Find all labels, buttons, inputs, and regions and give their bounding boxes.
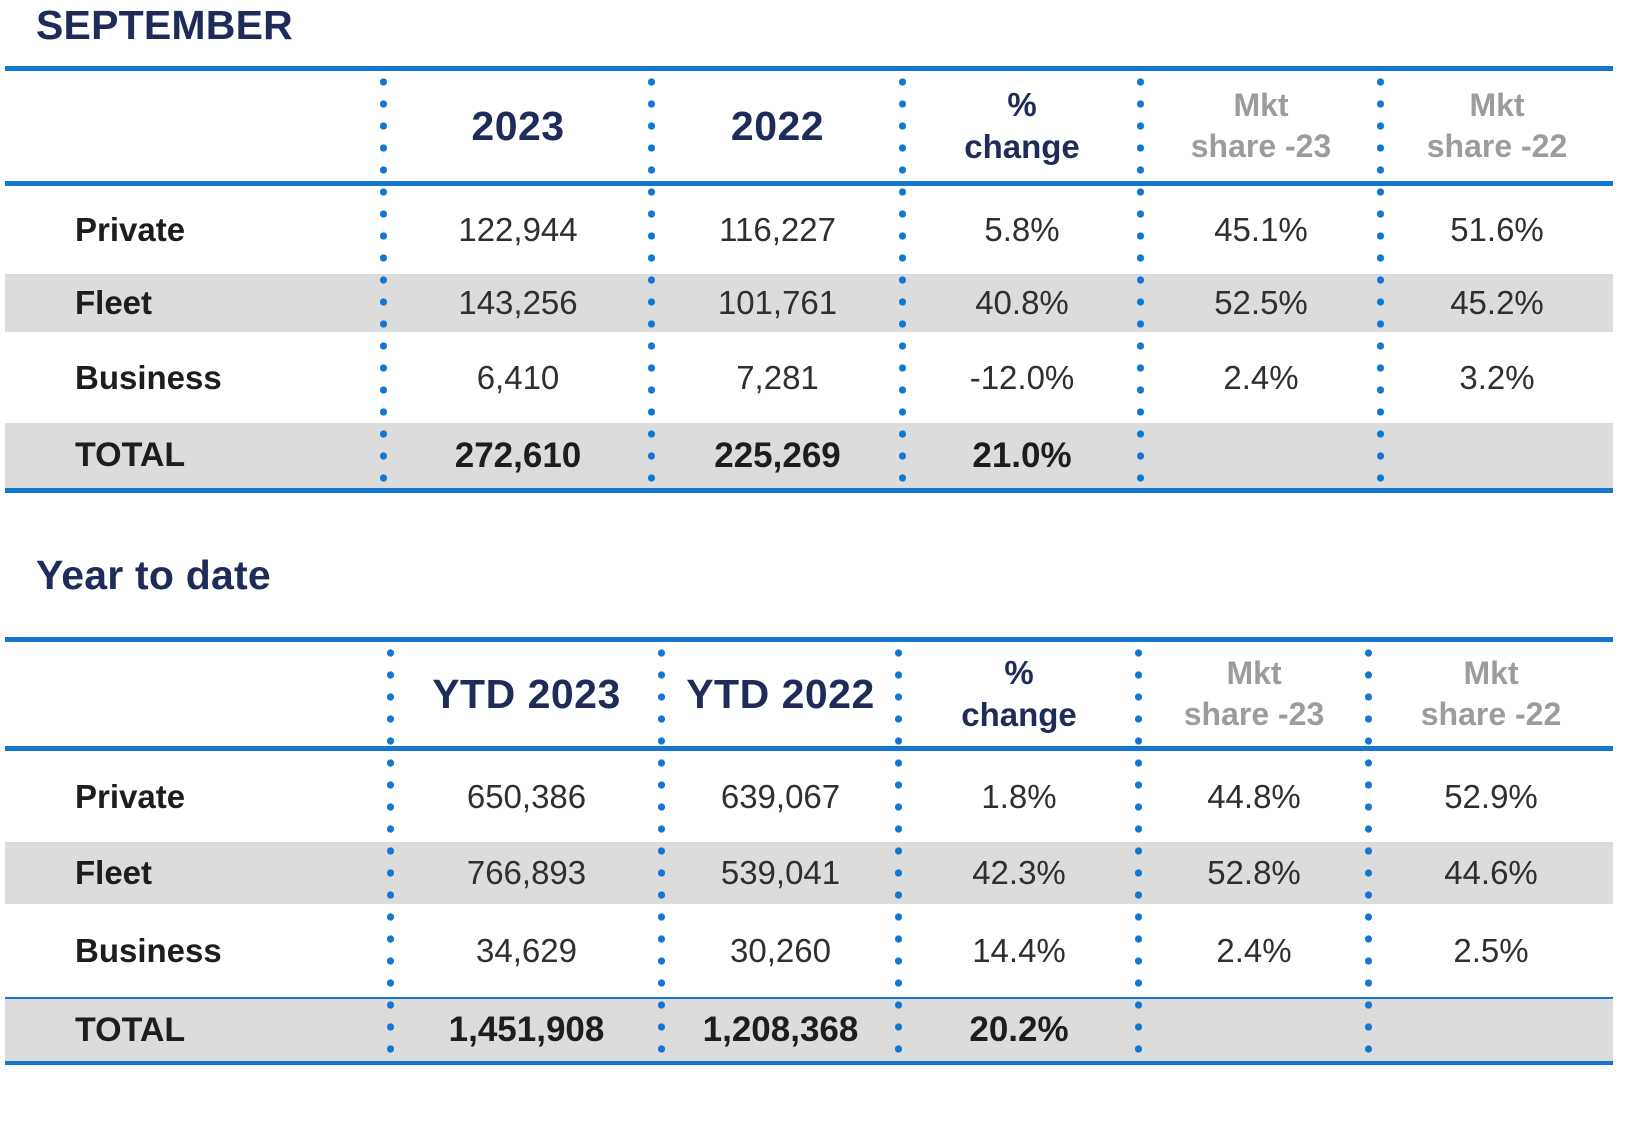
table-top-rule bbox=[5, 66, 1613, 71]
value-ytd-2023: 1,451,908 bbox=[448, 1010, 605, 1049]
value-percent-change: 42.3% bbox=[972, 854, 1066, 891]
value-mkt-share-22: 51.6% bbox=[1450, 211, 1544, 248]
row-label: TOTAL bbox=[75, 1010, 186, 1049]
value-mkt-share-23: 44.8% bbox=[1207, 777, 1301, 815]
value-2023: 122,944 bbox=[458, 211, 578, 248]
header-cell-percent-change: % change bbox=[903, 84, 1141, 168]
table-bottom-rule bbox=[5, 488, 1613, 493]
header-cell-2022: 2022 bbox=[730, 102, 825, 149]
ytd-table-header-row: YTD 2023 YTD 2022 % change Mkt share -23… bbox=[5, 642, 1613, 746]
value-mkt-share-23: 2.4% bbox=[1216, 931, 1292, 969]
header-line: % bbox=[1007, 85, 1037, 123]
value-mkt-share-22: 52.9% bbox=[1444, 777, 1538, 815]
header-cell-ytd-2023: YTD 2023 bbox=[432, 670, 621, 717]
value-2022: 116,227 bbox=[719, 211, 836, 248]
row-label: Fleet bbox=[75, 284, 153, 321]
value-percent-change: 40.8% bbox=[975, 284, 1069, 321]
header-line: Mkt bbox=[1226, 655, 1282, 692]
value-percent-change: 1.8% bbox=[981, 777, 1057, 815]
value-percent-change: 21.0% bbox=[972, 435, 1072, 475]
value-mkt-share-23: 52.5% bbox=[1214, 284, 1308, 321]
row-label: Business bbox=[75, 931, 222, 969]
value-2022: 225,269 bbox=[714, 435, 841, 475]
value-2023: 6,410 bbox=[476, 358, 560, 396]
value-ytd-2022: 1,208,368 bbox=[702, 1010, 859, 1049]
header-cell-mkt-share-22: Mkt share -22 bbox=[1381, 85, 1613, 167]
header-cell-mkt-share-23: Mkt share -23 bbox=[1139, 653, 1369, 735]
value-percent-change: 14.4% bbox=[972, 931, 1066, 969]
header-cell-mkt-share-23: Mkt share -23 bbox=[1141, 85, 1381, 167]
row-label: Private bbox=[75, 211, 186, 248]
row-label: Fleet bbox=[75, 854, 153, 891]
header-line: Mkt bbox=[1463, 655, 1519, 692]
value-percent-change: -12.0% bbox=[969, 358, 1075, 396]
september-table: 2023 2022 % change Mkt share -23 Mkt sha… bbox=[5, 66, 1613, 493]
value-mkt-share-23: 52.8% bbox=[1207, 854, 1301, 891]
table-top-rule bbox=[5, 637, 1613, 642]
value-mkt-share-22: 44.6% bbox=[1444, 854, 1538, 891]
total-top-rule bbox=[5, 997, 1613, 999]
value-mkt-share-23: 45.1% bbox=[1214, 211, 1308, 248]
value-2023: 272,610 bbox=[454, 435, 582, 475]
table-row-private: Private 122,944 116,227 5.8% 45.1% 51.6% bbox=[5, 186, 1613, 274]
header-bottom-rule bbox=[5, 181, 1613, 186]
value-mkt-share-23: 2.4% bbox=[1223, 358, 1299, 396]
section-title-year-to-date: Year to date bbox=[36, 552, 271, 598]
header-line: share -23 bbox=[1183, 696, 1325, 732]
header-cell-mkt-share-22: Mkt share -22 bbox=[1369, 653, 1613, 735]
header-bottom-rule bbox=[5, 746, 1613, 751]
header-line: change bbox=[964, 128, 1080, 165]
table-row-fleet: Fleet 143,256 101,761 40.8% 52.5% 45.2% bbox=[5, 274, 1613, 332]
row-label: Private bbox=[75, 777, 186, 815]
table-bottom-rule bbox=[5, 1061, 1613, 1065]
section-title-september: SEPTEMBER bbox=[36, 2, 293, 48]
table-row-private: Private 650,386 639,067 1.8% 44.8% 52.9% bbox=[5, 751, 1613, 842]
row-label: Business bbox=[75, 358, 222, 396]
header-line: % bbox=[1004, 653, 1034, 691]
table-row-fleet: Fleet 766,893 539,041 42.3% 52.8% 44.6% bbox=[5, 842, 1613, 904]
header-cell-percent-change: % change bbox=[899, 652, 1139, 736]
row-label: TOTAL bbox=[75, 436, 186, 474]
header-cell-2023: 2023 bbox=[471, 102, 565, 149]
header-line: share -22 bbox=[1420, 696, 1562, 732]
value-ytd-2023: 34,629 bbox=[476, 931, 577, 969]
header-line: Mkt bbox=[1233, 87, 1289, 124]
year-to-date-table: YTD 2023 YTD 2022 % change Mkt share -23… bbox=[5, 637, 1613, 1065]
value-mkt-share-22: 3.2% bbox=[1459, 358, 1535, 396]
table-row-business: Business 6,410 7,281 -12.0% 2.4% 3.2% bbox=[5, 332, 1613, 423]
value-ytd-2022: 30,260 bbox=[730, 931, 831, 969]
value-percent-change: 5.8% bbox=[984, 211, 1060, 248]
value-percent-change: 20.2% bbox=[969, 1010, 1069, 1049]
value-ytd-2023: 650,386 bbox=[466, 777, 587, 815]
september-table-header-row: 2023 2022 % change Mkt share -23 Mkt sha… bbox=[5, 71, 1613, 181]
header-line: change bbox=[961, 696, 1077, 733]
table-row-business: Business 34,629 30,260 14.4% 2.4% 2.5% bbox=[5, 904, 1613, 997]
header-cell-ytd-2022: YTD 2022 bbox=[686, 670, 875, 717]
table-row-total: TOTAL 272,610 225,269 21.0% bbox=[5, 423, 1613, 488]
value-mkt-share-22: 45.2% bbox=[1450, 284, 1544, 321]
value-ytd-2022: 539,041 bbox=[720, 854, 841, 891]
value-2022: 7,281 bbox=[736, 358, 819, 396]
value-mkt-share-22: 2.5% bbox=[1453, 931, 1529, 969]
header-line: share -22 bbox=[1426, 128, 1568, 164]
table-row-total: TOTAL 1,451,908 1,208,368 20.2% bbox=[5, 999, 1613, 1061]
value-ytd-2023: 766,893 bbox=[466, 854, 587, 891]
header-line: share -23 bbox=[1190, 128, 1332, 164]
value-2023: 143,256 bbox=[458, 284, 578, 321]
value-ytd-2022: 639,067 bbox=[720, 777, 841, 815]
header-line: Mkt bbox=[1469, 87, 1525, 124]
value-2022: 101,761 bbox=[717, 284, 838, 321]
